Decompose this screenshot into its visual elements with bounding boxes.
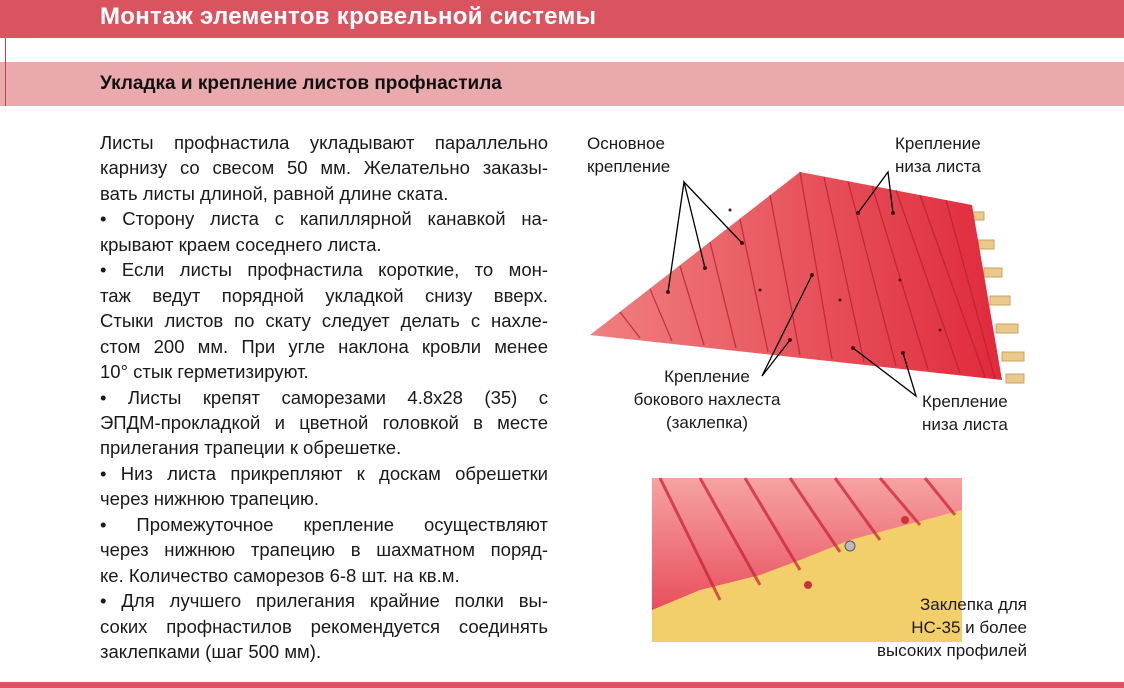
callout-line: низа листа bbox=[895, 157, 981, 176]
text-line: • Если листы профнастила короткие, то мо… bbox=[100, 259, 548, 281]
callout: Крепление низа листа bbox=[895, 132, 981, 178]
header-title: Монтаж элементов кровельной системы bbox=[100, 3, 597, 30]
callout: Заклепка для НС-35 и более высоких профи… bbox=[840, 593, 1027, 662]
text-line: ке. Количество саморезов 6-8 шт. на кв.м… bbox=[100, 564, 460, 586]
callout-line: Крепление bbox=[922, 392, 1008, 411]
text-line: прилегания трапеции к обрешетке. bbox=[100, 437, 402, 459]
callout: Основное крепление bbox=[587, 132, 670, 178]
callout-line: низа листа bbox=[922, 415, 1008, 434]
callout-line: Крепление bbox=[664, 367, 750, 386]
text-line: Стыки листов по скату следует делать с н… bbox=[100, 310, 548, 332]
callout: Крепление низа листа bbox=[922, 390, 1008, 436]
callout-line: высоких профилей bbox=[876, 641, 1027, 660]
text-line: через нижнюю трапецию. bbox=[100, 488, 320, 510]
border bbox=[5, 38, 6, 62]
roof-sheet bbox=[590, 172, 1002, 380]
text-line: соких профнастилов рекомендуется соединя… bbox=[100, 615, 548, 637]
callout-line: (заклепка) bbox=[665, 413, 749, 432]
text-line: карнизу со свесом 50 мм. Желательно зака… bbox=[100, 157, 548, 179]
text-line: вать листы длиной, равной длине ската. bbox=[100, 182, 449, 204]
border bbox=[5, 62, 6, 106]
body-text: Листы профнастила укладывают параллельно… bbox=[100, 130, 548, 665]
text-line: таж ведут порядной укладкой снизу вверх. bbox=[100, 284, 548, 306]
text-line: • Листы крепят саморезами 4.8х28 (35) с bbox=[100, 386, 548, 408]
text-line: • Промежуточное крепление осуществляют bbox=[100, 513, 548, 535]
sheet-ribs bbox=[619, 171, 996, 380]
callout-line: Основное bbox=[587, 134, 665, 153]
text-line: через нижнюю трапецию в шахматном поряд- bbox=[100, 539, 548, 561]
callout-line: НС-35 и более bbox=[911, 618, 1027, 637]
callout-line: крепление bbox=[587, 157, 671, 176]
callout-line: Крепление bbox=[895, 134, 981, 153]
footer-bar bbox=[0, 682, 1124, 688]
text-line: 10° стык герметизируют. bbox=[100, 361, 309, 383]
text-line: ЭПДМ-прокладкой и цветной головкой в мес… bbox=[100, 411, 548, 433]
text-line: стом 200 мм. При угле наклона кровли мен… bbox=[100, 335, 548, 357]
text-line: • Для лучшего прилегания крайние полки в… bbox=[100, 590, 548, 612]
section-title: Укладка и крепление листов профнастила bbox=[100, 73, 502, 94]
callout: Крепление бокового нахлеста (заклепка) bbox=[630, 365, 784, 434]
callout-line: Заклепка для bbox=[920, 595, 1027, 614]
rivet-photo bbox=[652, 477, 962, 642]
text-line: заклепками (шаг 500 мм). bbox=[100, 641, 322, 663]
text-line: • Низ листа прикрепляют к доскам обрешет… bbox=[100, 462, 548, 484]
section-bar: Укладка и крепление листов профнастила bbox=[0, 62, 1124, 106]
header-bar: Монтаж элементов кровельной системы bbox=[0, 0, 1124, 38]
text-line: • Сторону листа с капиллярной канавкой н… bbox=[100, 208, 548, 230]
text-line: Листы профнастила укладывают параллельно bbox=[100, 132, 548, 153]
callout-line: бокового нахлеста bbox=[633, 390, 781, 409]
text-line: крывают краем соседнего листа. bbox=[100, 233, 382, 255]
